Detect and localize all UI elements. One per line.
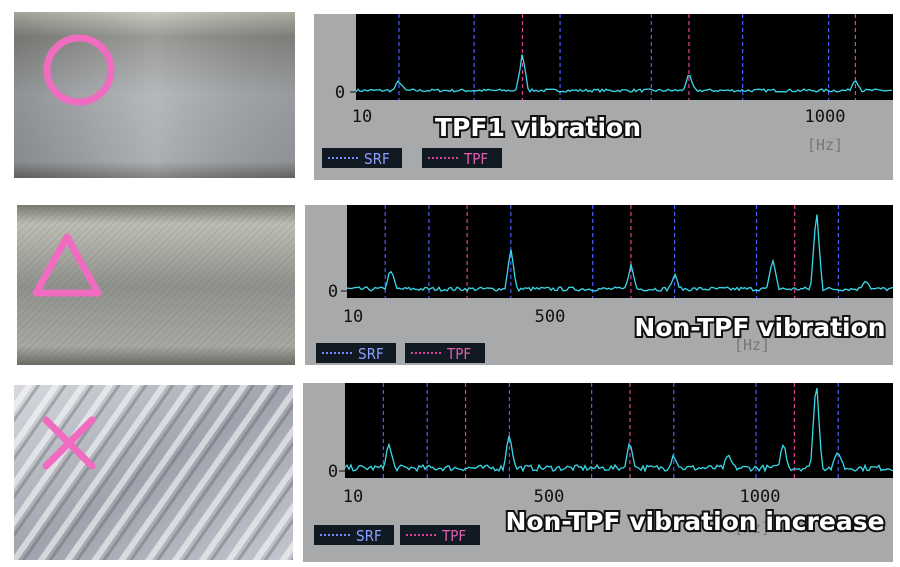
y-axis-label: 0 <box>335 83 345 103</box>
axis-unit: [Hz] <box>807 136 843 154</box>
axis-unit: [Hz] <box>734 519 770 537</box>
legend-label: SRF <box>364 150 390 168</box>
photo-good <box>14 12 295 178</box>
y-axis-label: 0 <box>328 462 338 482</box>
photo-fair <box>17 205 295 365</box>
legend-label: TPF <box>446 345 471 363</box>
x-axis-label: 500 <box>534 487 565 507</box>
x-axis-label: 500 <box>535 307 566 327</box>
x-axis-label: 1000 <box>805 107 846 127</box>
panel-caption: Non-TPF vibration <box>634 313 885 342</box>
spectrum-panel: 010 500 [Hz] SRF TPF Non-TPF vibration <box>305 205 894 365</box>
legend-box <box>400 525 480 545</box>
plot-area <box>345 383 893 478</box>
legend-box <box>314 525 394 545</box>
photo-poor <box>14 385 293 560</box>
legend-label: SRF <box>356 527 382 545</box>
spectrum-panel: 0 10 1000 [Hz] SRF TPF TPF1 vibration <box>314 14 893 180</box>
legend-box <box>422 148 502 168</box>
legend-label: TPF <box>463 150 488 168</box>
x-axis-label: 10 <box>343 307 363 327</box>
x-axis-label: 10 <box>343 487 363 507</box>
legend-box <box>316 343 396 363</box>
legend-label: TPF <box>441 527 466 545</box>
legend-label: SRF <box>358 345 384 363</box>
plot-area <box>356 14 893 100</box>
axis-unit: [Hz] <box>734 336 770 354</box>
spectrum-trace <box>355 54 893 93</box>
panel-caption: TPF1 vibration <box>435 113 641 142</box>
legend-box <box>405 343 485 363</box>
plot-area <box>347 205 893 298</box>
spectrum-trace <box>344 387 894 473</box>
panel-caption: Non-TPF vibration increase <box>505 507 884 536</box>
y-axis-label: 0 <box>328 282 338 302</box>
x-axis-label: 1000 <box>740 487 781 507</box>
legend-box <box>322 148 402 168</box>
spectrum-trace <box>346 214 894 293</box>
x-axis-label: 10 <box>352 107 372 127</box>
spectrum-panel: 010 500 1000 [Hz] SRF TPF Non-TPF vibration in… <box>303 383 894 562</box>
